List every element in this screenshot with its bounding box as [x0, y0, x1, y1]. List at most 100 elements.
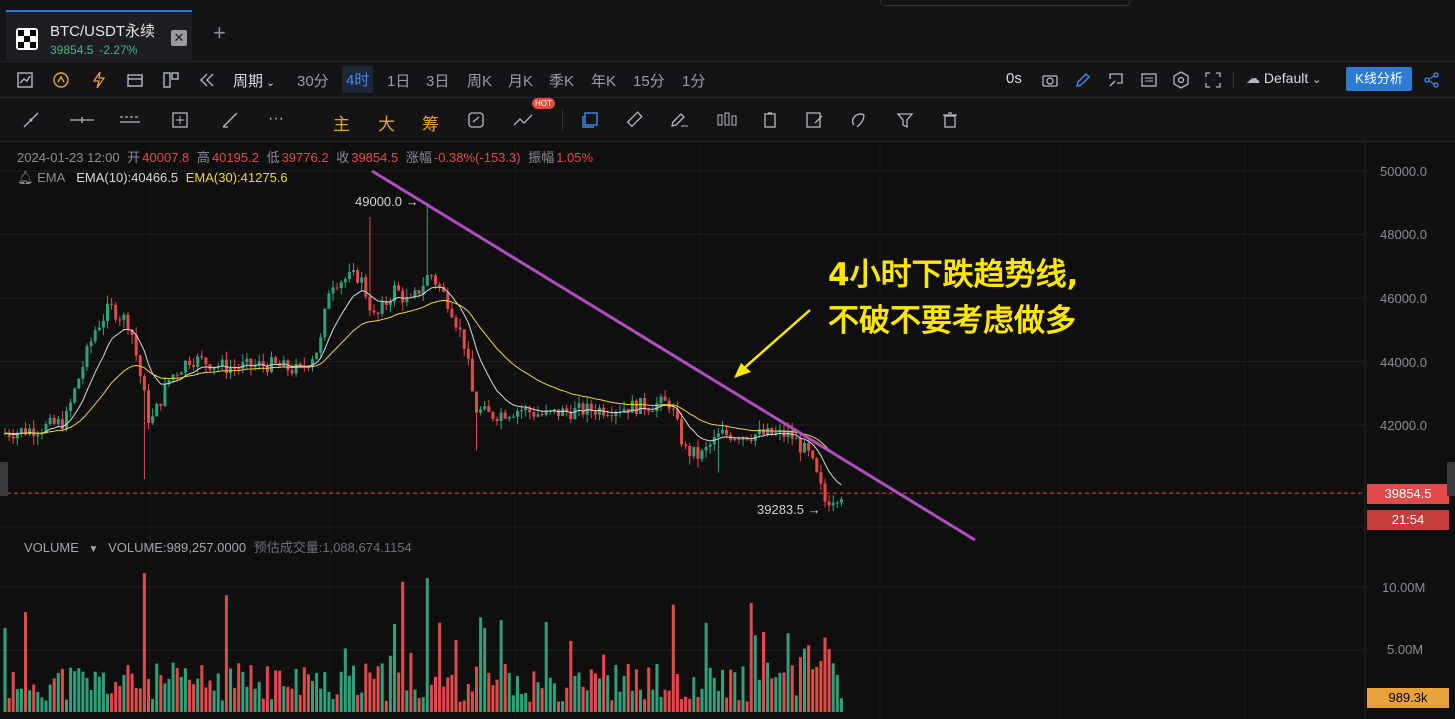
filter-icon[interactable] — [896, 111, 914, 129]
note-icon[interactable] — [805, 111, 825, 129]
ema-label[interactable]: EMA — [37, 170, 65, 185]
period-1m[interactable]: 1分 — [682, 73, 706, 90]
period-dropdown[interactable]: 周期 ⌄ — [233, 70, 275, 91]
candle-body — [384, 301, 388, 305]
select-cursor-icon[interactable] — [581, 111, 599, 129]
volume-bar — [491, 685, 495, 712]
volume-bar — [425, 578, 429, 712]
volume-bar — [409, 652, 413, 712]
period-quarter[interactable]: 季K — [549, 73, 575, 90]
settings-icon[interactable] — [1172, 71, 1190, 89]
camera-icon[interactable] — [1041, 71, 1059, 89]
flash-icon[interactable] — [90, 71, 108, 89]
volume-info: VOLUME ▼ VOLUME:989,257.0000 预估成交量:1,088… — [24, 537, 412, 556]
period-year[interactable]: 年K — [591, 73, 617, 90]
candle-body — [470, 358, 474, 392]
candle-body — [692, 446, 696, 457]
channel-icon[interactable] — [118, 111, 142, 129]
rewind-icon[interactable] — [198, 71, 216, 89]
volume-bar — [142, 573, 146, 712]
replay-icon[interactable] — [467, 111, 485, 129]
annotation-line-2: 不破不要考虑做多 — [828, 303, 1076, 339]
candle-body — [639, 397, 642, 414]
volume-bar — [552, 683, 556, 712]
current-volume-tag: 989.3k — [1367, 688, 1449, 708]
volume-bar — [753, 635, 757, 712]
chips-button[interactable]: 筹 — [422, 115, 439, 134]
chart-area[interactable]: 2024-01-23 12:00 开 40007.8 高 40195.2 低 3977… — [0, 142, 1455, 719]
period-1d[interactable]: 1日 — [387, 73, 411, 90]
big-order-button[interactable]: 大 — [378, 115, 395, 134]
candle-body — [675, 409, 679, 419]
main-indicator-button[interactable]: 主 — [333, 115, 350, 134]
kline-analysis-button[interactable]: K线分析 — [1346, 67, 1412, 91]
trash-icon[interactable] — [941, 111, 959, 129]
period-month[interactable]: 月K — [508, 73, 534, 90]
candle-body — [757, 429, 761, 435]
volume-bar — [360, 692, 364, 712]
candle-body — [766, 428, 770, 435]
candle-body — [651, 411, 655, 413]
brush-icon[interactable] — [669, 111, 689, 129]
layout-icon[interactable] — [126, 71, 144, 89]
fullscreen-icon[interactable] — [1204, 71, 1222, 89]
add-tab-icon[interactable]: + — [213, 20, 226, 45]
close-tab-icon[interactable]: ✕ — [171, 30, 187, 46]
volume-bar — [249, 665, 253, 712]
chart-canvas[interactable] — [0, 142, 1455, 719]
volume-bar — [618, 691, 622, 712]
candle-body — [688, 445, 692, 457]
volume-bar — [589, 669, 593, 712]
indicator-icon[interactable] — [52, 71, 70, 89]
expand-icon[interactable] — [1107, 71, 1125, 89]
period-week[interactable]: 周K — [467, 73, 493, 90]
candle-body — [97, 327, 101, 331]
period-4h[interactable]: 4时 — [342, 66, 374, 93]
template-dropdown[interactable]: ☁ Default ⌄ — [1246, 70, 1321, 87]
bell-icon[interactable]: 🔔︎ — [17, 170, 34, 185]
candles-icon[interactable] — [715, 111, 739, 129]
data-window-icon[interactable] — [1140, 71, 1158, 89]
compare-icon[interactable] — [512, 111, 534, 129]
clipboard-icon[interactable] — [761, 111, 779, 129]
pencil-icon[interactable] — [1074, 71, 1092, 89]
chevron-down-icon[interactable]: ▼ — [88, 544, 99, 555]
volume-bar — [347, 675, 351, 712]
volume-bar — [130, 673, 134, 712]
volume-bar — [671, 604, 675, 712]
volume-bar — [134, 687, 138, 712]
period-30m[interactable]: 30分 — [297, 73, 329, 90]
cloud-icon: ☁ — [1246, 70, 1260, 86]
scroll-left-handle[interactable] — [0, 462, 8, 496]
magnet-icon[interactable] — [850, 111, 868, 129]
ray-tool-icon[interactable] — [221, 111, 239, 129]
volume-bar — [831, 663, 835, 712]
ruler-icon[interactable] — [625, 111, 643, 129]
volume-bar — [729, 669, 733, 712]
panel-icon[interactable] — [162, 71, 180, 89]
volume-bar — [81, 671, 85, 712]
volume-bar — [106, 693, 109, 712]
volume-estimate: 预估成交量:1,088,674.1154 — [253, 540, 412, 555]
horizontal-line-icon[interactable] — [70, 111, 94, 129]
volume-bar — [237, 663, 241, 712]
chart-type-icon[interactable] — [16, 71, 34, 89]
rectangle-tool-icon[interactable] — [171, 111, 189, 129]
scroll-right-handle[interactable] — [1447, 462, 1455, 496]
tab-btc-usdt[interactable]: BTC/USDT永续 39854.5 -2.27% ✕ — [6, 10, 192, 60]
volume-bar — [155, 663, 159, 712]
volume-label[interactable]: VOLUME — [24, 540, 79, 555]
candle-body — [319, 337, 323, 353]
period-15m[interactable]: 15分 — [633, 73, 665, 90]
candle-body — [388, 301, 392, 305]
share-icon[interactable] — [1423, 71, 1441, 89]
volume-bar — [253, 688, 257, 712]
period-3d[interactable]: 3日 — [426, 73, 450, 90]
volume-bar — [757, 679, 761, 712]
close-value: 39854.5 — [351, 150, 399, 165]
current-price-tag: 39854.5 — [1367, 484, 1449, 504]
candle-body — [581, 403, 585, 415]
more-tools-icon[interactable]: ··· — [268, 110, 284, 127]
trend-line-icon[interactable] — [22, 111, 40, 129]
volume-bar — [265, 666, 269, 712]
